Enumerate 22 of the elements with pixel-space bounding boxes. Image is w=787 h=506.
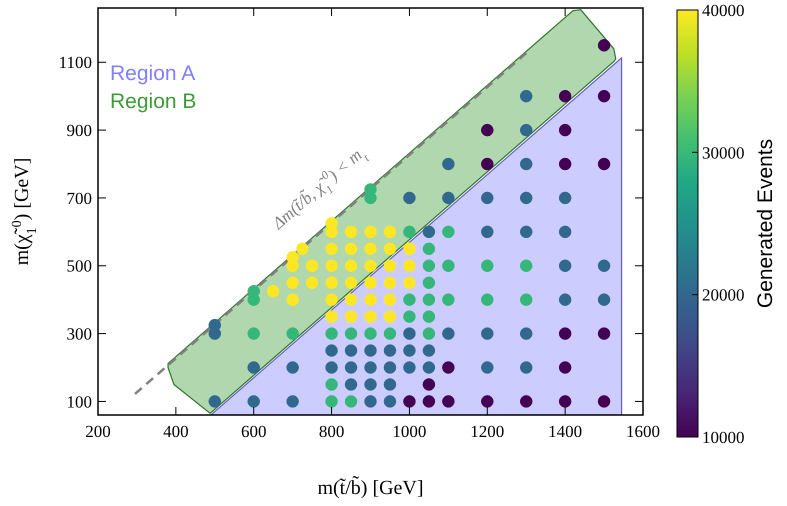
- text: Region A: [110, 62, 196, 85]
- x-tick-label: 1000: [392, 422, 426, 441]
- color-bar-label: 30000: [702, 143, 744, 162]
- y-tick-label: 1100: [58, 53, 92, 72]
- text: Region B: [110, 90, 196, 113]
- x-tick-label: 800: [318, 422, 344, 441]
- x-tick-label: 400: [163, 422, 189, 441]
- x-tick-label: 600: [240, 422, 266, 441]
- color-bar-label: 20000: [702, 286, 744, 305]
- y-tick-label: 300: [66, 324, 92, 344]
- x-tick-label: 1200: [470, 422, 504, 441]
- y-tick-label: 700: [66, 188, 92, 208]
- color-bar-label: 40000: [702, 0, 744, 20]
- y-tick-label: 900: [66, 121, 92, 140]
- x-tick-label: 200: [85, 422, 111, 441]
- y-tick-label: 100: [66, 392, 92, 412]
- x-axis-title: m(t̃/b̃) [GeV]: [317, 475, 424, 499]
- y-tick-label: 500: [66, 256, 92, 276]
- color-bar-title: Generated Events: [754, 138, 777, 308]
- x-tick-label: 1400: [548, 422, 582, 441]
- color-bar-label: 10000: [702, 428, 744, 447]
- x-tick-label: 1600: [626, 422, 660, 441]
